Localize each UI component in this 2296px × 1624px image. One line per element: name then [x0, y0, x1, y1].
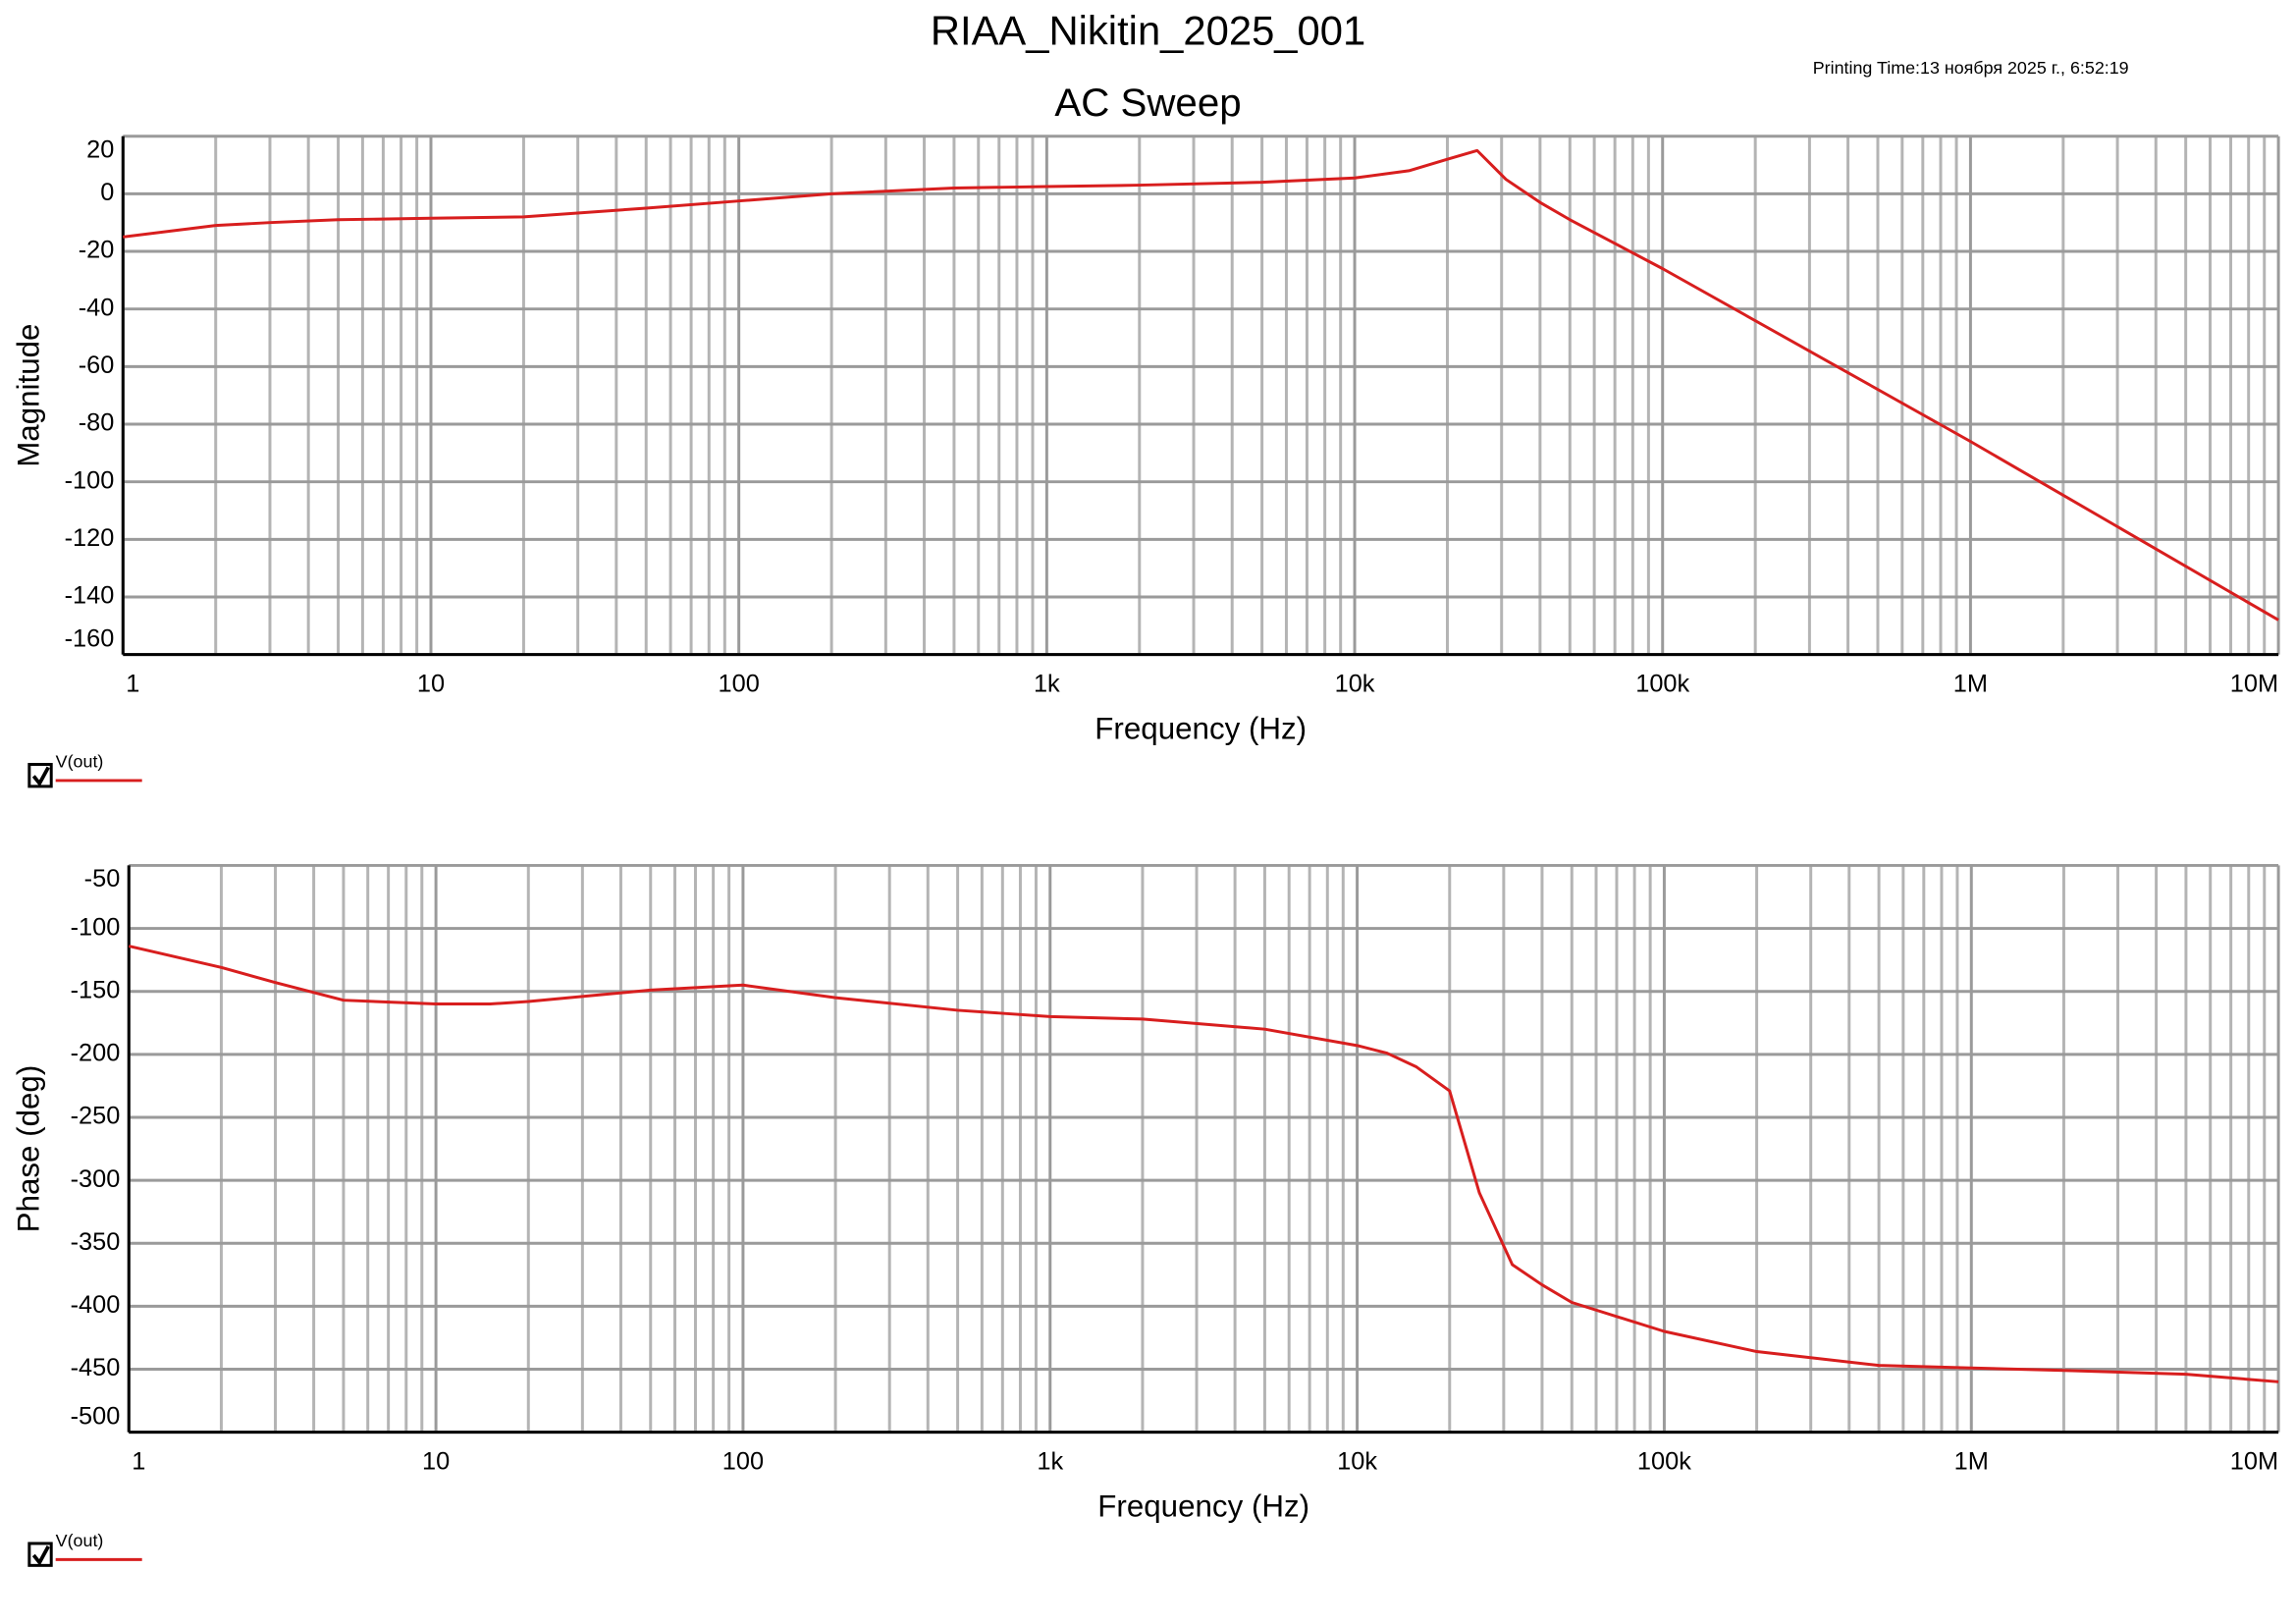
y-tick-label: -160 [65, 624, 115, 652]
y-tick-label: -100 [65, 466, 115, 494]
x-tick-label: 10 [417, 671, 445, 698]
y-tick-label: -400 [71, 1291, 121, 1319]
y-tick-label: -140 [65, 582, 115, 610]
x-tick-label: 10M [2230, 671, 2278, 698]
x-tick-label: 1 [132, 1448, 145, 1476]
x-tick-label: 10k [1335, 671, 1375, 698]
x-tick-label: 10k [1337, 1448, 1377, 1476]
y-tick-label: -450 [71, 1354, 121, 1381]
x-tick-label: 100 [722, 1448, 764, 1476]
y-tick-label: -100 [71, 913, 121, 941]
y-tick-label: -250 [71, 1103, 121, 1130]
y-tick-label: 20 [86, 135, 114, 163]
y-tick-label: -500 [71, 1402, 121, 1430]
y-tick-label: -80 [79, 409, 115, 437]
legend-check [31, 766, 50, 787]
y-tick-label: -350 [71, 1228, 121, 1256]
y-tick-label: -40 [79, 294, 115, 321]
chart-subtitle: AC Sweep [1054, 81, 1241, 125]
x-tick-label: 10 [422, 1448, 450, 1476]
y-tick-label: 0 [100, 179, 114, 206]
x-tick-label: 100k [1635, 671, 1689, 698]
x-axis-title: Frequency (Hz) [1095, 712, 1307, 746]
x-tick-label: 1k [1034, 671, 1060, 698]
x-tick-label: 10M [2230, 1448, 2278, 1476]
y-tick-label: -60 [79, 352, 115, 379]
y-axis-title: Magnitude [12, 324, 46, 467]
x-tick-label: 100 [719, 671, 760, 698]
y-tick-label: -150 [71, 976, 121, 1003]
x-tick-label: 100k [1637, 1448, 1691, 1476]
y-tick-label: -120 [65, 524, 115, 552]
y-tick-label: -50 [84, 865, 121, 893]
printing-time: Printing Time:13 ноября 2025 г., 6:52:19 [1813, 58, 2129, 78]
series-line [123, 148, 2279, 622]
chart-title: RIAA_Nikitin_2025_001 [931, 7, 1365, 53]
legend-label: V(out) [56, 752, 104, 772]
y-tick-label: -200 [71, 1040, 121, 1067]
x-tick-label: 1 [126, 671, 139, 698]
x-axis-title: Frequency (Hz) [1097, 1489, 1309, 1523]
legend-label: V(out) [56, 1531, 104, 1550]
series-line [128, 945, 2279, 1383]
legend-check [31, 1545, 50, 1566]
x-tick-label: 1M [1954, 1448, 1989, 1476]
y-axis-title: Phase (deg) [12, 1065, 46, 1233]
y-tick-label: -20 [79, 237, 115, 264]
x-tick-label: 1M [1953, 671, 1988, 698]
y-tick-label: -300 [71, 1165, 121, 1193]
x-tick-label: 1k [1037, 1448, 1063, 1476]
